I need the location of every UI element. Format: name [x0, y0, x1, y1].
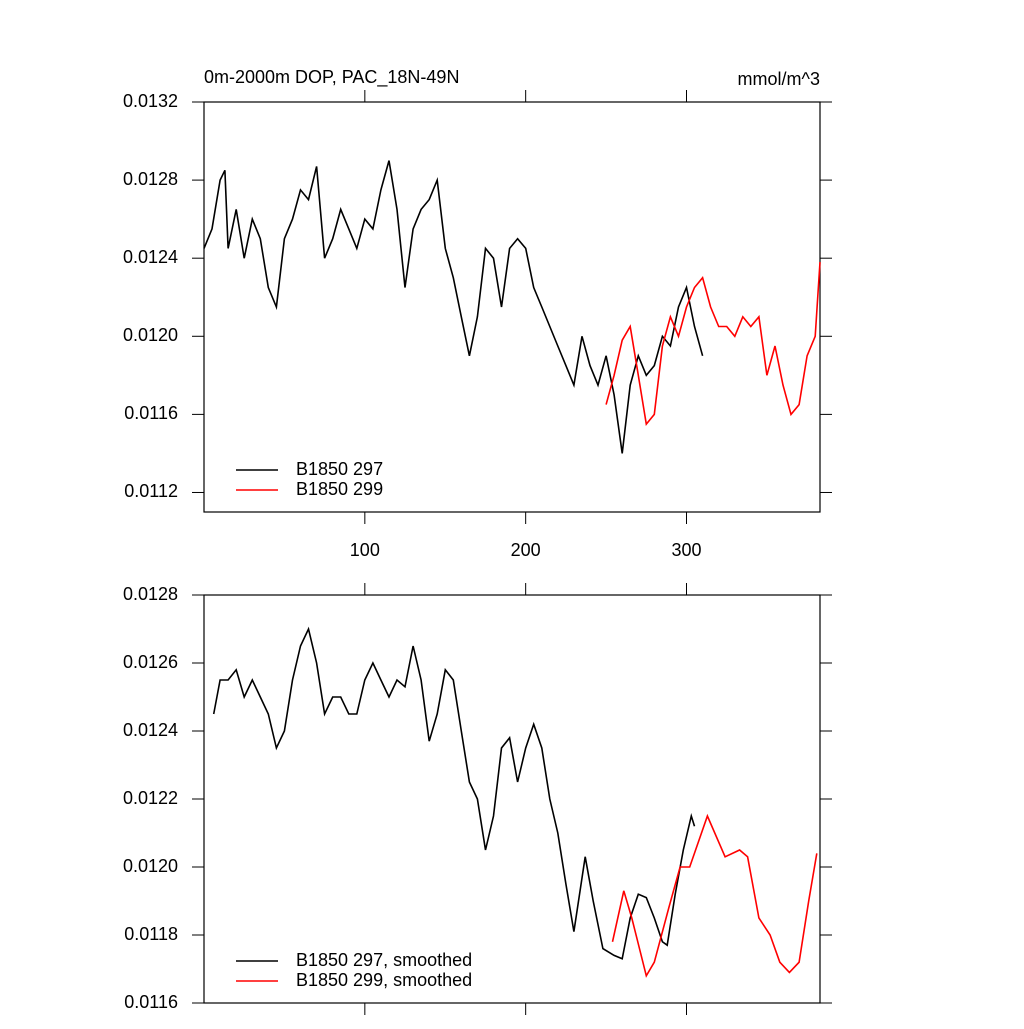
chart-title: 0m-2000m DOP, PAC_18N-49N	[204, 67, 459, 88]
y-tick-label: 0.0118	[124, 924, 178, 944]
plot-frame	[203, 594, 821, 1004]
series-line	[611, 813, 818, 978]
y-tick-label: 0.0124	[123, 720, 178, 740]
y-tick-label: 0.0128	[123, 169, 178, 189]
plot-frame	[203, 101, 821, 513]
y-tick-label: 0.0112	[124, 481, 178, 501]
series-line	[203, 160, 704, 454]
y-tick-label: 0.0128	[123, 584, 178, 604]
y-tick-label: 0.0116	[124, 403, 178, 423]
y-tick-label: 0.0120	[123, 325, 178, 345]
series-line	[605, 262, 821, 426]
units-label: mmol/m^3	[738, 69, 820, 89]
x-tick-label: 200	[511, 540, 541, 560]
series-line	[212, 626, 696, 960]
legend-label: B1850 299	[296, 479, 383, 499]
x-tick-label: 100	[350, 540, 380, 560]
legend-label: B1850 299, smoothed	[296, 970, 472, 990]
legend-label: B1850 297, smoothed	[296, 950, 472, 970]
x-tick-label: 300	[671, 540, 701, 560]
y-tick-label: 0.0116	[124, 992, 178, 1012]
y-tick-label: 0.0120	[123, 856, 178, 876]
y-tick-label: 0.0132	[123, 91, 178, 111]
y-tick-label: 0.0122	[123, 788, 178, 808]
legend-label: B1850 297	[296, 459, 383, 479]
y-tick-label: 0.0124	[123, 247, 178, 267]
y-tick-label: 0.0126	[123, 652, 178, 672]
